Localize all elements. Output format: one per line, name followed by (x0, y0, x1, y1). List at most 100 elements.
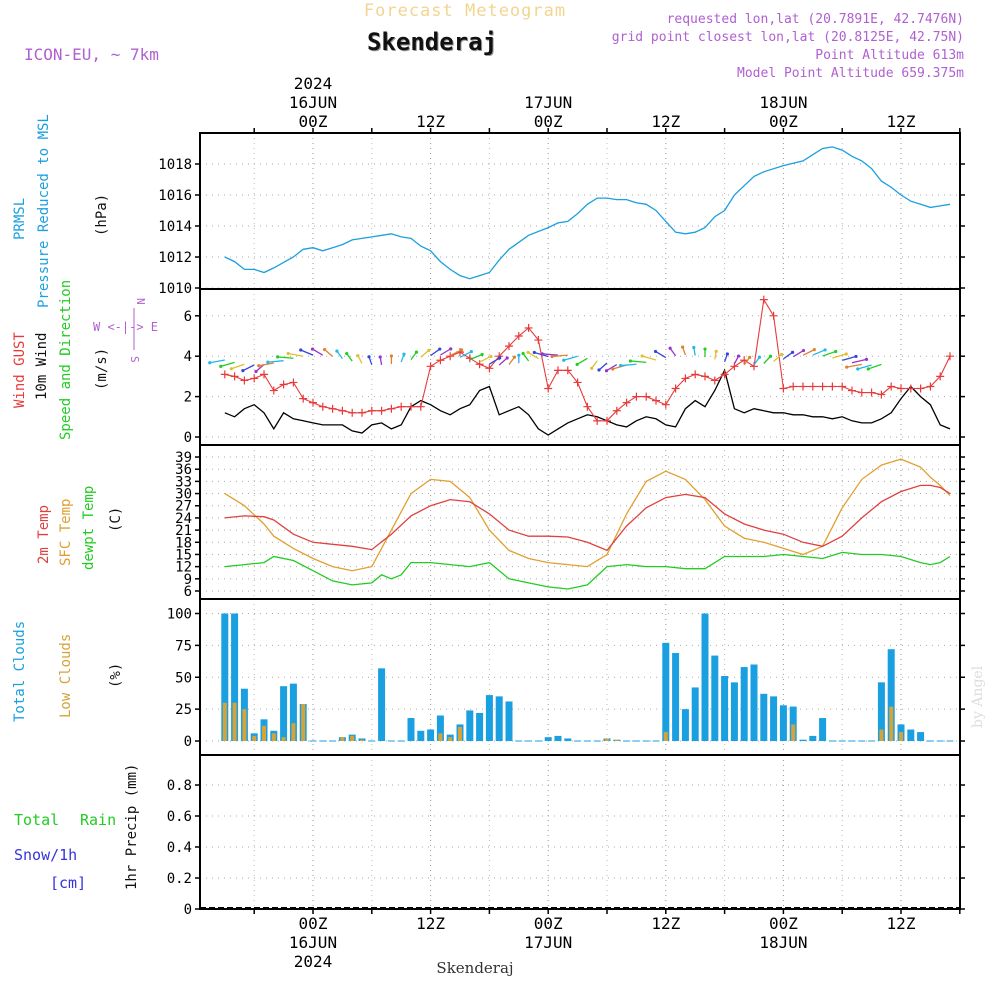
clouds-unit: (%) (108, 663, 124, 688)
wind10-line (224, 368, 951, 436)
y-tick-label: 0 (184, 734, 192, 750)
wind-arrow (267, 360, 284, 363)
wind-arrowhead (823, 348, 827, 352)
wind-arrow (842, 355, 857, 362)
gust-marker (328, 404, 337, 413)
wind-arrow (527, 351, 539, 360)
wind-arrowhead (480, 352, 484, 357)
gust-marker (279, 380, 288, 389)
y-tick-label: 0.4 (167, 840, 192, 856)
gust-marker (563, 366, 572, 375)
y-tick-label: 27 (175, 499, 192, 515)
wind-arrowhead (229, 367, 233, 371)
time-label: 00Z (534, 112, 563, 131)
gust-marker (926, 382, 935, 391)
low-cloud-bar (271, 733, 276, 741)
gust-marker (769, 311, 778, 320)
gust-line (224, 298, 951, 422)
wind-arrowhead (856, 367, 860, 371)
wind-arrow (563, 355, 578, 361)
point-altitude: Point Altitude 613m (815, 48, 964, 63)
wind-arrowhead (562, 358, 566, 362)
total-cloud-bar (672, 653, 680, 741)
total-cloud-bar (809, 735, 817, 741)
panel-frame-temp (199, 444, 961, 600)
y-tick-label: 4 (184, 349, 192, 365)
gust-marker (759, 295, 768, 304)
wind-arrowhead (653, 349, 658, 354)
model-name: ICON-EU, ~ 7km (24, 45, 159, 64)
gust-marker (828, 382, 837, 391)
wind-arrow (489, 357, 501, 365)
gust-marker (808, 382, 817, 391)
wind-arrow (312, 348, 324, 356)
wind-arrow (773, 353, 783, 362)
gust-marker (240, 376, 249, 385)
wind-arrowhead (748, 355, 752, 359)
y-tick-label: 1014 (158, 219, 192, 235)
wind-arrowhead (310, 347, 315, 351)
gust-marker (916, 384, 925, 393)
y-tick-label: 33 (175, 474, 192, 490)
low-cloud-bar (605, 738, 609, 741)
gust-marker (838, 382, 847, 391)
wind-arrowhead (367, 355, 371, 359)
total-cloud-bar (740, 667, 748, 741)
time-label: 17JUN (524, 933, 572, 952)
wind-arrowhead (286, 351, 290, 356)
gust-marker (230, 372, 239, 381)
y-tick-label: 12 (175, 560, 192, 576)
y-tick-label: 24 (175, 511, 192, 527)
wind-arrow (822, 350, 836, 357)
wind-arrowhead (780, 352, 784, 357)
wind-arrowhead (276, 355, 280, 359)
wind-arrowhead (345, 351, 349, 356)
total-cloud-bar (799, 739, 807, 741)
y-tick-label: 36 (175, 462, 192, 478)
wind-arrowhead (668, 346, 672, 350)
wind-arrowhead (703, 347, 707, 351)
gust-marker (877, 390, 886, 399)
time-label: 18JUN (759, 93, 807, 112)
wind-arrowhead (469, 350, 473, 354)
y-tick-label: 0 (184, 430, 192, 446)
y-tick-label: 75 (175, 638, 192, 654)
wind-arrowhead (219, 364, 223, 368)
panel-frames (199, 132, 961, 910)
wind-arrowhead (628, 359, 633, 363)
total-cloud-bar (730, 682, 738, 741)
t2m-label: 2m Temp (36, 505, 52, 564)
gust-marker (544, 384, 553, 393)
total-cloud-bar (231, 613, 239, 741)
wind-arrowhead (736, 354, 741, 358)
gust-marker (426, 362, 435, 371)
y-tick-label: 100 (167, 607, 192, 623)
pressure-msl-label: Pressure Reduced to MSL (36, 114, 52, 308)
wind-arrowhead (389, 354, 393, 358)
gust-marker (299, 394, 308, 403)
time-label: 18JUN (759, 933, 807, 952)
wind-arrowhead (575, 362, 579, 367)
pressure-unit: (hPa) (94, 194, 110, 236)
y-tick-label: 2 (184, 390, 192, 406)
temp-unit: (C) (108, 507, 124, 532)
time-label: 16JUN (289, 933, 337, 952)
total-cloud-bar (877, 682, 885, 741)
low-cloud-bar (340, 737, 345, 741)
wind-arrow (846, 363, 862, 368)
compass-n: N (134, 298, 147, 305)
sfc-temp-label: SFC Temp (58, 499, 74, 566)
dewpt-line (224, 551, 951, 590)
gust-marker (652, 396, 660, 405)
y-tick-label: 1016 (158, 188, 192, 204)
gust-marker (524, 323, 533, 332)
gust-marker (583, 402, 592, 411)
total-clouds-label: Total Clouds (12, 621, 28, 722)
gust-marker (750, 362, 758, 371)
wind-arrow (576, 357, 588, 365)
y-tick-label: 1010 (158, 281, 192, 297)
total-cloud-bar (378, 668, 386, 741)
y-tick-label: 39 (175, 450, 192, 466)
y-tick-label: 6 (184, 309, 192, 325)
